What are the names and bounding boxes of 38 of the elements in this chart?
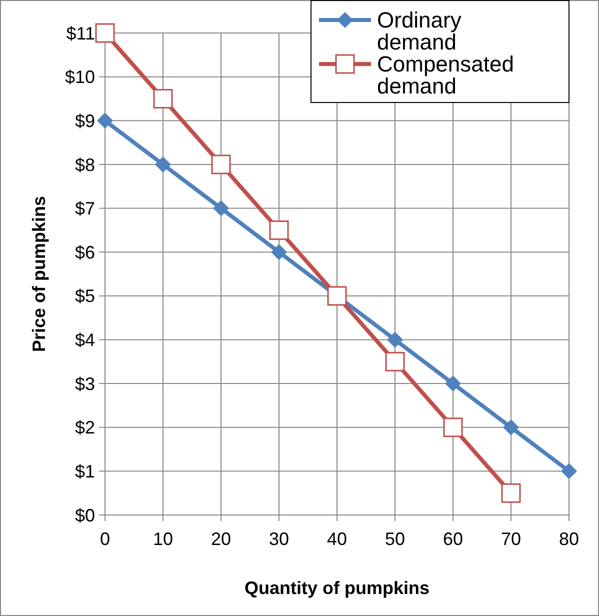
point: [153, 88, 173, 108]
y-tick-label: $10: [64, 67, 95, 88]
y-tick-label: $8: [74, 154, 95, 175]
y-tick-label: $3: [74, 374, 95, 394]
x-tick-label: 60: [442, 529, 464, 549]
point: [445, 376, 461, 392]
x-tick-label: 10: [152, 529, 174, 549]
point: [387, 332, 403, 348]
x-tick-label: 0: [100, 529, 110, 549]
point: [269, 220, 289, 240]
point: [385, 352, 405, 372]
y-tick-label: $6: [74, 242, 95, 262]
point: [211, 154, 231, 174]
x-tick-label: 70: [500, 529, 522, 549]
y-tick-label: $7: [74, 198, 95, 219]
point: [443, 418, 463, 438]
point: [97, 112, 113, 129]
x-tick-label: 40: [326, 529, 348, 549]
x-tick-label: 20: [210, 529, 232, 549]
x-tick-label: 80: [558, 529, 580, 549]
point: [503, 419, 519, 436]
y-tick-label: $5: [74, 286, 95, 306]
point: [155, 156, 171, 172]
point: [95, 23, 115, 43]
x-tick-label: 30: [268, 529, 290, 549]
point: [561, 463, 577, 480]
point: [213, 200, 229, 216]
y-tick-label: $4: [74, 330, 95, 350]
y-axis-title: Price of pumpkins: [29, 196, 49, 352]
x-axis-title: Quantity of pumpkins: [244, 578, 430, 598]
y-tick-label: $11: [66, 23, 95, 44]
x-tick-label: 50: [384, 529, 406, 549]
y-tick-label: $2: [74, 418, 95, 438]
y-tick-label: $1: [74, 461, 95, 482]
point: [501, 483, 521, 503]
point: [271, 244, 287, 260]
y-tick-label: $0: [74, 505, 95, 526]
y-tick-label: $9: [74, 110, 95, 131]
